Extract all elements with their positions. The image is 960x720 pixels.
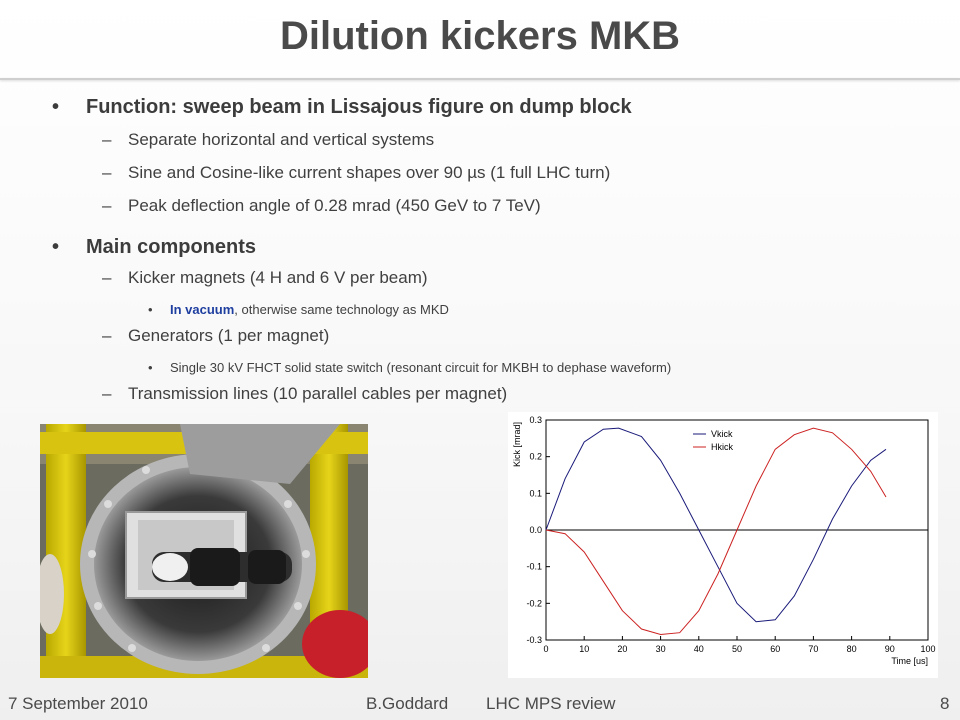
x-tick-label: 50: [732, 644, 742, 654]
dash-marker: –: [102, 163, 112, 182]
y-tick-label: 0.1: [529, 488, 542, 498]
bullet-marker: •: [148, 302, 153, 317]
bullet-main-components-text: Main components: [86, 236, 257, 258]
sub-bullet-shapes-text: Sine and Cosine-like current shapes over…: [128, 163, 611, 182]
vacuum-rest: , otherwise same technology as MKD: [234, 302, 449, 317]
chart-axes: 0 10 20 30 40 50 60 70 80 90 100 0.3 0.2 0.1 0.0 -0.1 -0…: [512, 415, 936, 666]
x-tick-label: 0: [543, 644, 548, 654]
y-tick-label: -0.3: [526, 635, 542, 645]
bullet-marker: •: [52, 236, 60, 258]
y-tick-label: 0.3: [529, 415, 542, 425]
bullet-function-text: Function: sweep beam in Lissajous figure…: [86, 96, 632, 118]
chart-plot-area: [545, 427, 887, 636]
x-tick-label: 10: [579, 644, 589, 654]
kicker-magnet-illustration: [40, 424, 368, 678]
x-tick-label: 30: [656, 644, 666, 654]
dash-marker: –: [102, 326, 112, 345]
dash-marker: –: [102, 384, 112, 403]
x-tick-label: 90: [885, 644, 895, 654]
x-tick-label: 70: [808, 644, 818, 654]
vacuum-emphasis: In vacuum: [170, 302, 235, 317]
bullet-marker: •: [148, 360, 153, 375]
sub-bullet-deflection-text: Peak deflection angle of 0.28 mrad (450 …: [128, 196, 541, 215]
x-axis-label: Time [us]: [891, 656, 928, 666]
sub-bullet-kicker-text: Kicker magnets (4 H and 6 V per beam): [128, 268, 428, 287]
footer-event: LHC MPS review: [486, 694, 616, 713]
dash-marker: –: [102, 268, 112, 287]
x-tick-label: 40: [694, 644, 704, 654]
y-tick-label: -0.1: [526, 562, 542, 572]
sub-bullet-generators-text: Generators (1 per magnet): [128, 326, 330, 345]
y-tick-label: 0.0: [529, 525, 542, 535]
bullet-marker: •: [52, 96, 60, 118]
legend-label-hkick: Hkick: [711, 442, 733, 452]
slide-title: Dilution kickers MKB: [279, 14, 681, 58]
sub-sub-bullet-vacuum-text: In vacuum, otherwise same technology as …: [170, 302, 449, 317]
kick-waveform-chart: 0 10 20 30 40 50 60 70 80 90 100 0.3 0.2 0.1 0.0 -0.1 -0…: [508, 412, 938, 678]
dash-marker: –: [102, 130, 112, 149]
series-line-vkick: [545, 427, 887, 623]
dash-marker: –: [102, 196, 112, 215]
x-tick-label: 60: [770, 644, 780, 654]
x-tick-label: 20: [617, 644, 627, 654]
kick-chart-svg: 0 10 20 30 40 50 60 70 80 90 100 0.3 0.2 0.1 0.0 -0.1 -0…: [512, 415, 936, 666]
footer-page-number: 8: [940, 694, 950, 713]
legend-label-vkick: Vkick: [711, 429, 733, 439]
title-divider: [0, 78, 960, 80]
x-tick-label: 100: [920, 644, 935, 654]
y-tick-label: 0.2: [529, 452, 542, 462]
kicker-magnet-photo: [40, 424, 368, 678]
series-line-hkick: [545, 427, 887, 636]
sub-bullet-systems-text: Separate horizontal and vertical systems: [128, 130, 435, 149]
y-axis-label: Kick [mrad]: [512, 422, 522, 467]
footer-date: 7 September 2010: [8, 694, 148, 713]
y-tick-label: -0.2: [526, 598, 542, 608]
footer-author: B.Goddard: [366, 694, 449, 713]
sub-bullet-transmission-text: Transmission lines (10 parallel cables p…: [128, 384, 508, 403]
sub-sub-bullet-switch-text: Single 30 kV FHCT solid state switch (re…: [170, 360, 672, 375]
x-tick-label: 80: [847, 644, 857, 654]
chart-legend: Vkick Hkick: [693, 429, 733, 452]
